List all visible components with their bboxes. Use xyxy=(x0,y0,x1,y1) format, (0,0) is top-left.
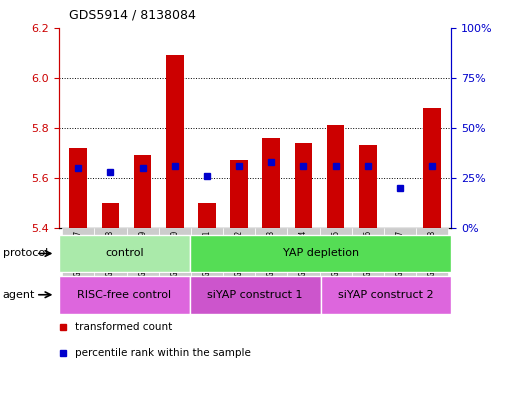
Bar xyxy=(59,235,190,272)
Bar xyxy=(384,228,416,295)
Text: GDS5914 / 8138084: GDS5914 / 8138084 xyxy=(69,9,196,22)
Bar xyxy=(223,228,255,295)
Bar xyxy=(230,160,248,228)
Bar xyxy=(62,228,94,295)
Bar xyxy=(190,235,451,272)
Text: GSM1517968: GSM1517968 xyxy=(106,230,115,276)
Text: GSM1517967: GSM1517967 xyxy=(74,230,83,276)
Bar xyxy=(134,155,151,228)
Text: GSM1517969: GSM1517969 xyxy=(138,230,147,276)
Text: GSM1517970: GSM1517970 xyxy=(170,230,180,276)
Text: protocol: protocol xyxy=(3,248,48,259)
Text: transformed count: transformed count xyxy=(75,322,172,332)
Text: GSM1517977: GSM1517977 xyxy=(396,230,404,276)
Bar xyxy=(190,276,321,314)
Bar xyxy=(94,228,127,295)
Text: percentile rank within the sample: percentile rank within the sample xyxy=(75,348,250,358)
Bar xyxy=(102,203,120,228)
Bar xyxy=(127,228,159,295)
Text: GSM1517976: GSM1517976 xyxy=(363,230,372,276)
Text: GSM1517972: GSM1517972 xyxy=(234,230,244,276)
Text: agent: agent xyxy=(3,290,35,300)
Text: GSM1517974: GSM1517974 xyxy=(299,230,308,276)
Bar xyxy=(327,125,345,228)
Text: YAP depletion: YAP depletion xyxy=(283,248,359,259)
Bar xyxy=(423,108,441,228)
Bar xyxy=(69,148,87,228)
Text: GSM1517975: GSM1517975 xyxy=(331,230,340,276)
Bar xyxy=(321,276,451,314)
Text: GSM1517978: GSM1517978 xyxy=(428,230,437,276)
Bar xyxy=(320,228,352,295)
Text: GSM1517971: GSM1517971 xyxy=(203,230,211,276)
Bar xyxy=(352,228,384,295)
Bar xyxy=(359,145,377,228)
Bar xyxy=(416,228,448,295)
Bar xyxy=(263,138,280,228)
Bar xyxy=(255,228,287,295)
Text: siYAP construct 2: siYAP construct 2 xyxy=(338,290,434,300)
Bar xyxy=(159,228,191,295)
Bar xyxy=(198,203,216,228)
Bar xyxy=(59,276,190,314)
Text: GSM1517973: GSM1517973 xyxy=(267,230,276,276)
Text: control: control xyxy=(105,248,144,259)
Bar xyxy=(294,143,312,228)
Text: RISC-free control: RISC-free control xyxy=(77,290,171,300)
Bar xyxy=(287,228,320,295)
Bar xyxy=(191,228,223,295)
Text: siYAP construct 1: siYAP construct 1 xyxy=(207,290,303,300)
Bar xyxy=(166,55,184,228)
